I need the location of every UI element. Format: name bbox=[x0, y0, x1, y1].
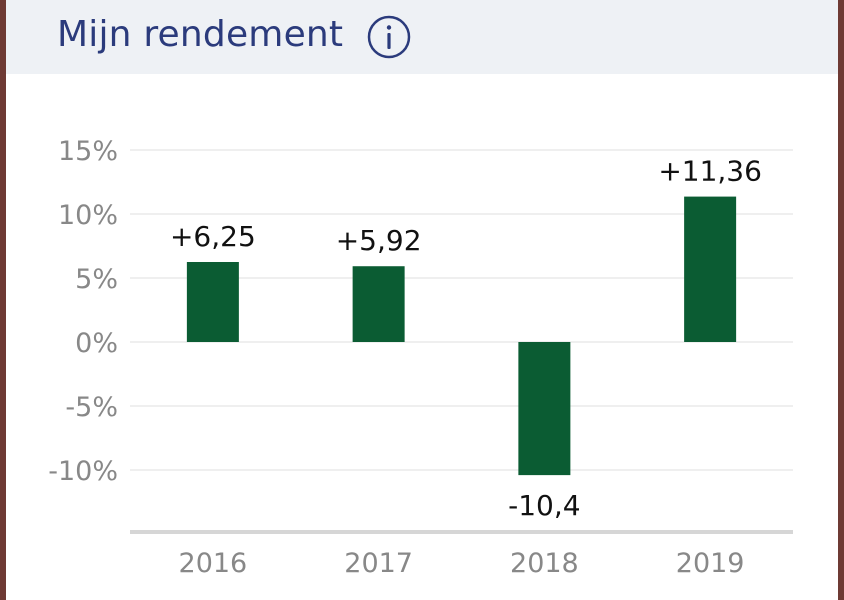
y-tick-label: 15% bbox=[58, 136, 118, 167]
info-button[interactable] bbox=[366, 14, 412, 60]
card-header: Mijn rendement bbox=[6, 0, 838, 74]
x-tick-label: 2018 bbox=[510, 548, 579, 579]
x-tick-label: 2016 bbox=[179, 548, 248, 579]
returns-card: Mijn rendement 15% 10% 5% 0% -5% -10% +6,25 201… bbox=[6, 0, 838, 600]
page-title: Mijn rendement bbox=[57, 14, 344, 55]
x-tick-label: 2017 bbox=[344, 548, 413, 579]
bar-2017[interactable] bbox=[352, 266, 405, 342]
y-tick-label: -5% bbox=[65, 392, 118, 423]
data-label: +5,92 bbox=[336, 224, 422, 257]
bar-2018[interactable] bbox=[518, 342, 571, 476]
y-tick-label: 10% bbox=[58, 200, 118, 231]
y-tick-label: -10% bbox=[48, 456, 118, 487]
y-tick-label: 0% bbox=[75, 328, 118, 359]
x-tick-label: 2019 bbox=[676, 548, 745, 579]
bar-2016[interactable] bbox=[186, 262, 239, 342]
bar-2019[interactable] bbox=[684, 196, 737, 342]
data-label: +6,25 bbox=[170, 220, 256, 253]
data-label: +11,36 bbox=[658, 155, 762, 188]
returns-bar-chart: 15% 10% 5% 0% -5% -10% +6,25 2016 +5,92 2017 -10,4… bbox=[48, 136, 793, 579]
y-tick-label: 5% bbox=[75, 264, 118, 295]
data-label: -10,4 bbox=[508, 489, 580, 522]
info-circle-icon bbox=[367, 15, 411, 59]
